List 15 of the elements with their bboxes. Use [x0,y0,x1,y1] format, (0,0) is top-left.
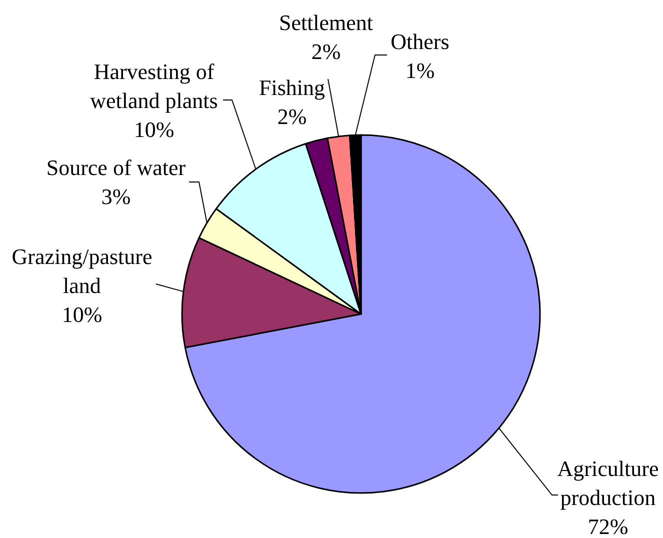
slice-label: Source of water [46,155,186,180]
data-label: 10% [62,302,102,327]
data-label: 2% [311,39,341,64]
data-label: 2% [277,104,307,129]
slice-label: Fishing [258,75,326,100]
slice-label: Agriculture production [557,456,659,510]
slice-label: Settlement [278,10,374,35]
data-label: 1% [405,58,435,83]
slice-label: Harvesting of wetland plants [90,59,218,113]
data-label: 10% [134,117,174,142]
data-label: 3% [101,184,131,209]
slice-label: Grazing/pasture land [12,244,152,298]
slice-label: Others [390,29,450,54]
data-label: 72% [588,514,628,538]
pie-slice [184,134,541,494]
